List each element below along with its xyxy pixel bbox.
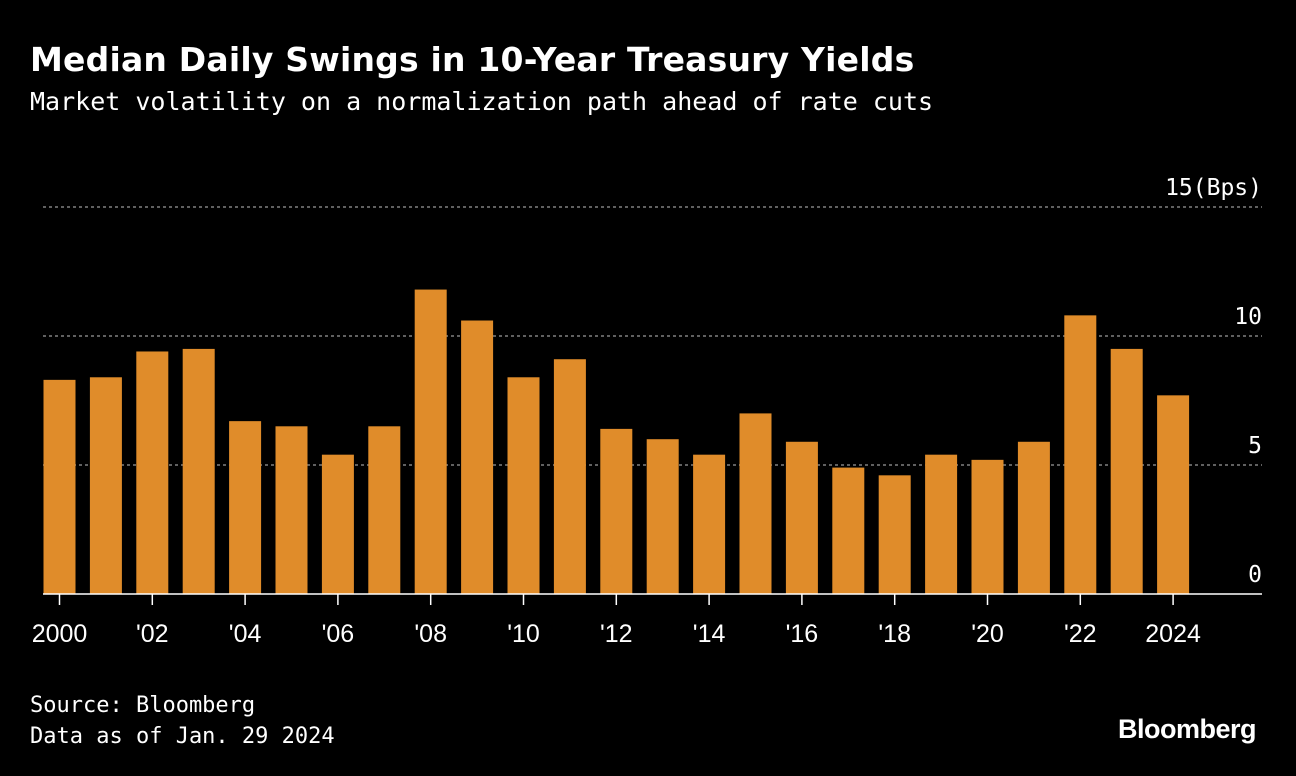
y-tick-label: 15(Bps) bbox=[1165, 175, 1262, 201]
y-tick-label: 10 bbox=[1234, 304, 1262, 330]
x-tick-label: '22 bbox=[1064, 620, 1097, 648]
bar-2011 bbox=[553, 359, 586, 594]
x-tick-label: '12 bbox=[600, 620, 633, 648]
bar-2008 bbox=[414, 289, 447, 594]
bar-2018 bbox=[878, 475, 911, 594]
bar-2019 bbox=[925, 454, 958, 594]
x-tick-label: '16 bbox=[786, 620, 819, 648]
bar-2017 bbox=[832, 467, 865, 594]
y-tick-label: 0 bbox=[1248, 562, 1262, 588]
x-tick-label: '02 bbox=[136, 620, 169, 648]
x-tick-label: '20 bbox=[971, 620, 1004, 648]
x-tick-label: '04 bbox=[229, 620, 262, 648]
bar-2002 bbox=[136, 351, 169, 594]
bars bbox=[43, 289, 1190, 594]
bar-2005 bbox=[275, 426, 308, 594]
bar-2012 bbox=[600, 428, 633, 594]
bar-2021 bbox=[1017, 441, 1050, 594]
bar-2006 bbox=[321, 454, 354, 594]
x-axis bbox=[43, 593, 1262, 605]
bar-2003 bbox=[182, 348, 215, 594]
data-as-of-note: Data as of Jan. 29 2024 bbox=[30, 724, 335, 749]
source-note: Source: Bloomberg bbox=[30, 693, 256, 718]
bar-2010 bbox=[507, 377, 540, 594]
chart-title: Median Daily Swings in 10-Year Treasury … bbox=[30, 40, 915, 79]
bar-2022 bbox=[1064, 315, 1097, 594]
bar-2000 bbox=[43, 379, 76, 594]
chart-subtitle: Market volatility on a normalization pat… bbox=[30, 87, 934, 116]
y-tick-label: 5 bbox=[1248, 433, 1262, 459]
bar-2001 bbox=[89, 377, 122, 594]
gridlines bbox=[43, 206, 1262, 466]
bar-2004 bbox=[229, 421, 262, 594]
x-tick-label: '10 bbox=[507, 620, 540, 648]
bar-2013 bbox=[646, 439, 679, 594]
bar-2015 bbox=[739, 413, 772, 594]
x-tick-label: '06 bbox=[322, 620, 355, 648]
x-tick-label: '14 bbox=[693, 620, 726, 648]
x-tick-label: '08 bbox=[414, 620, 447, 648]
bar-2023 bbox=[1110, 348, 1143, 594]
bar-2020 bbox=[971, 459, 1004, 594]
bar-2007 bbox=[368, 426, 401, 594]
x-tick-label: '18 bbox=[878, 620, 911, 648]
x-tick-label: 2024 bbox=[1145, 620, 1201, 648]
bar-2016 bbox=[785, 441, 818, 594]
bloomberg-logo: Bloomberg bbox=[1117, 714, 1257, 744]
bar-2024 bbox=[1157, 395, 1190, 594]
bar-2014 bbox=[693, 454, 726, 594]
bar-chart: 0 5 10 15(Bps) 2000 '02 '04 '06 '08 '10 '12 '14 '16 '… bbox=[32, 175, 1262, 648]
x-tick-label: 2000 bbox=[32, 620, 88, 648]
tick-labels: 0 5 10 15(Bps) 2000 '02 '04 '06 '08 '10 '12 '14 '16 '… bbox=[32, 175, 1262, 648]
bar-2009 bbox=[461, 320, 494, 594]
